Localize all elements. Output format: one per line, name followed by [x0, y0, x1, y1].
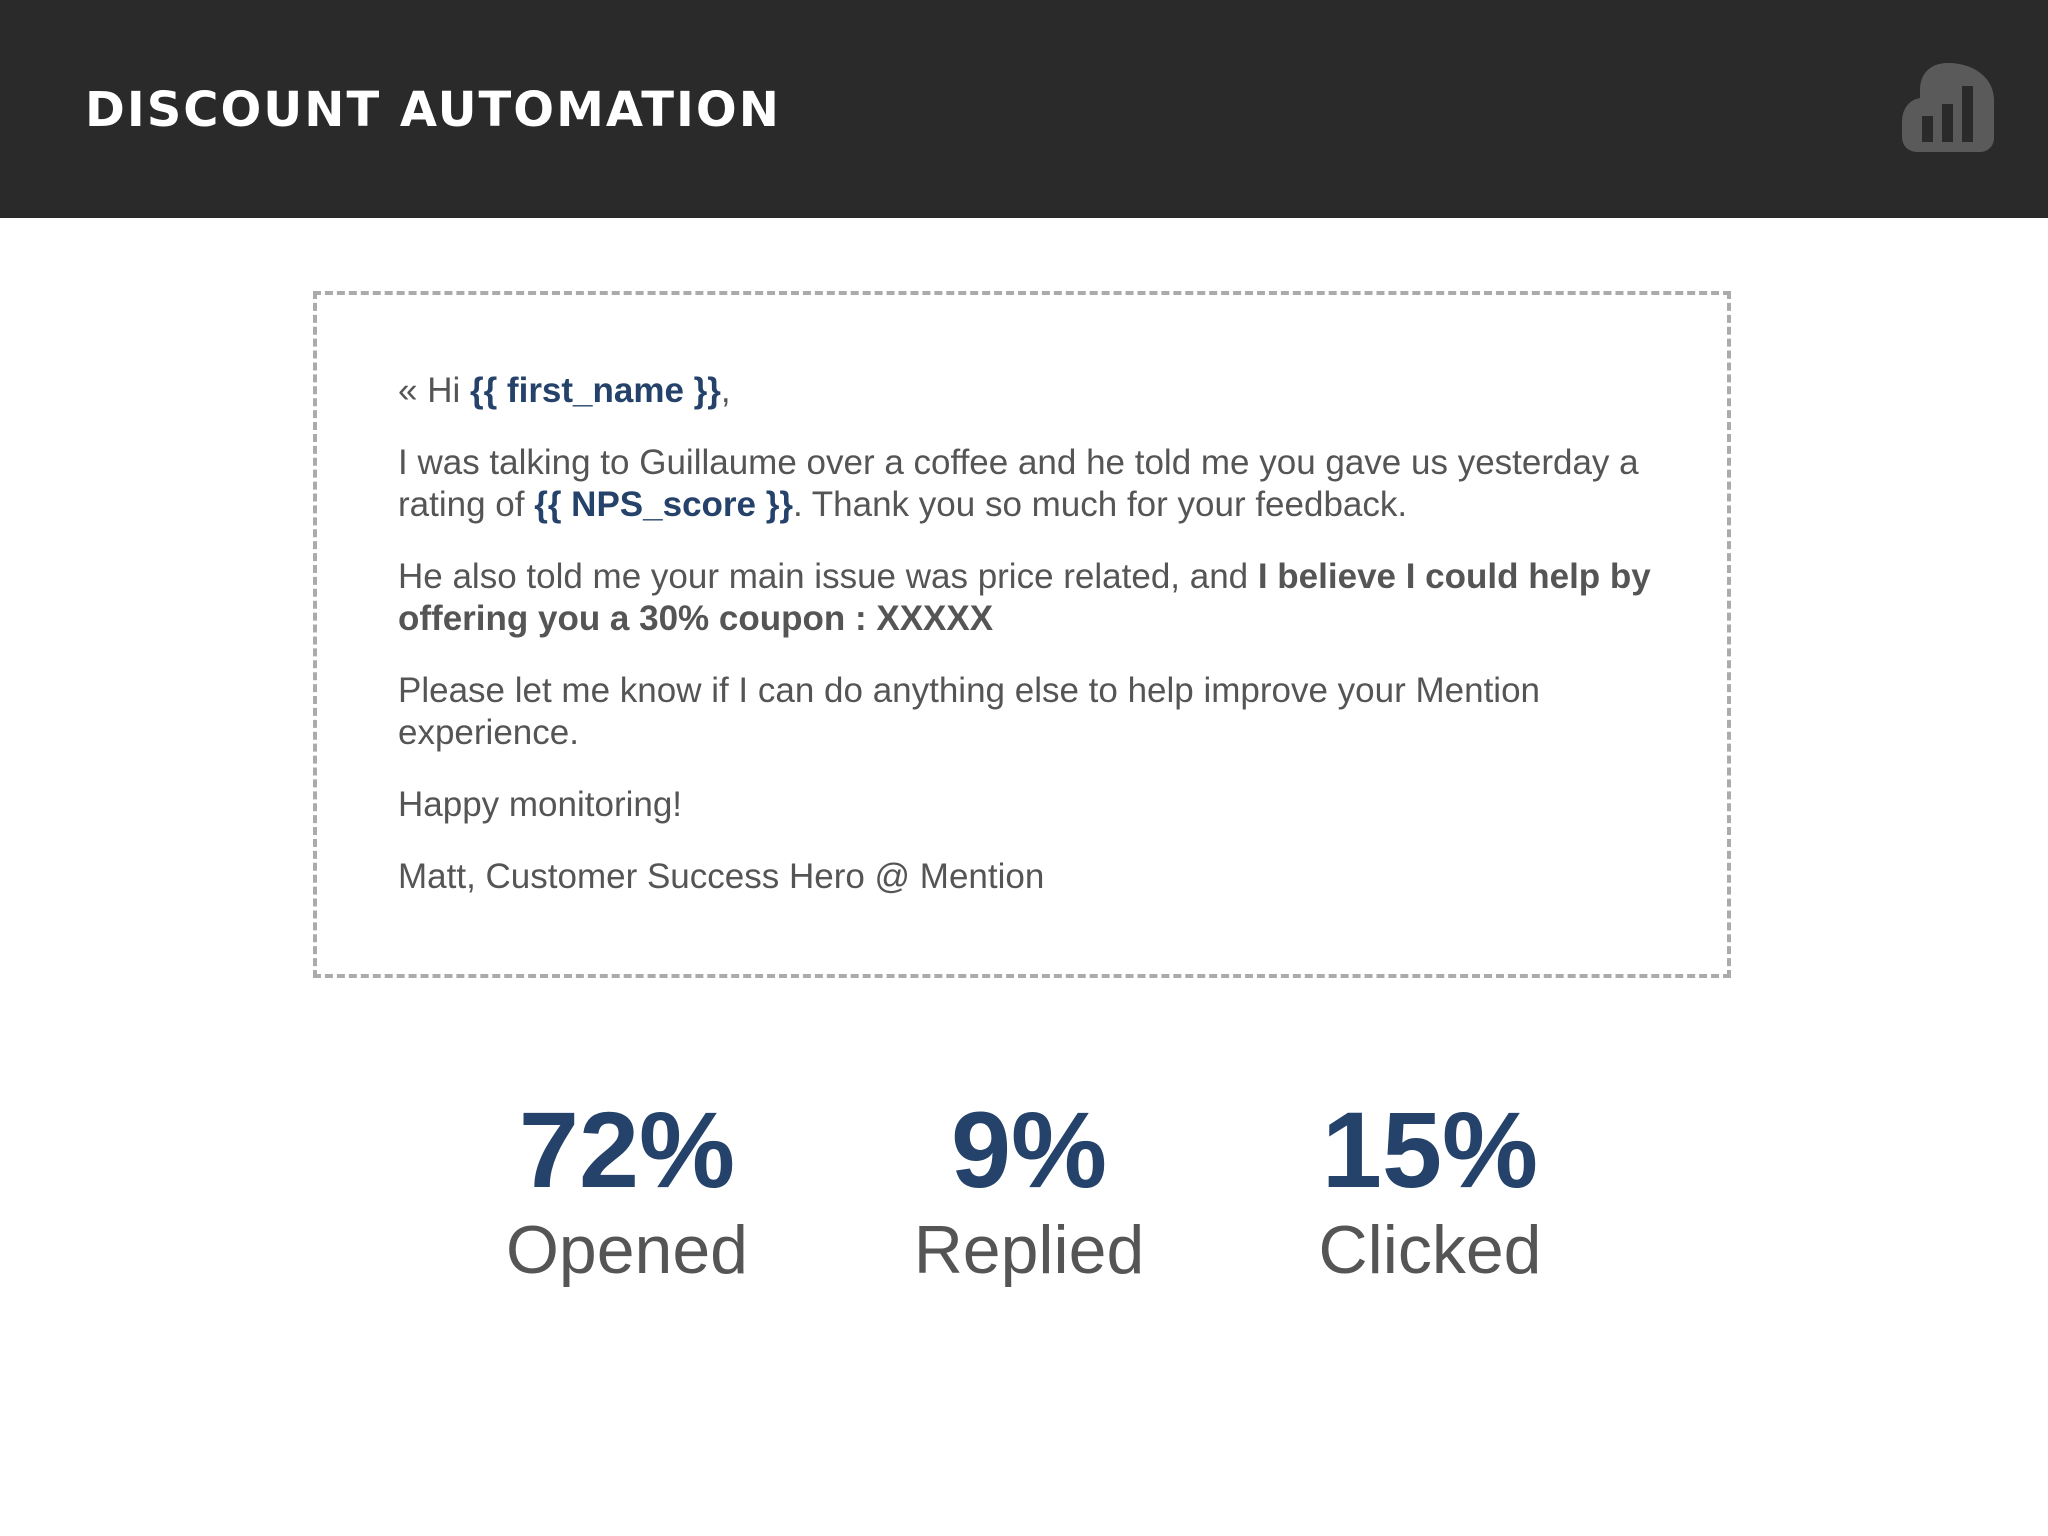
email-paragraph-signoff: Happy monitoring! — [398, 785, 683, 824]
email-paragraph-help: Please let me know if I can do anything … — [398, 671, 1541, 752]
email-paragraph-nps: I was talking to Guillaume over a coffee… — [398, 442, 1658, 526]
stat-label: Clicked — [1318, 1212, 1542, 1288]
stat-value: 9% — [950, 1089, 1108, 1210]
stat-label: Opened — [506, 1212, 748, 1288]
stat-clicked: 15% Clicked — [1250, 1095, 1610, 1290]
stat-replied: 9% Replied — [849, 1095, 1209, 1290]
stat-value: 72% — [518, 1089, 736, 1210]
coupon-offer-text: I believe I could help by offering you a… — [398, 557, 1651, 638]
stat-opened: 72% Opened — [447, 1095, 807, 1290]
email-template-frame — [313, 291, 1731, 978]
stat-value: 15% — [1321, 1089, 1539, 1210]
email-paragraph-coupon: He also told me your main issue was pric… — [398, 556, 1658, 640]
greeting-prefix: « Hi — [398, 371, 470, 410]
page-title: DISCOUNT AUTOMATION — [85, 82, 781, 138]
bar-chart-speech-bubble-icon — [1902, 63, 1994, 152]
stat-label: Replied — [913, 1212, 1145, 1288]
header-bar: DISCOUNT AUTOMATION — [0, 0, 2048, 218]
email-greeting: « Hi {{ first_name }}, — [398, 370, 1658, 412]
paragraph-coupon-text: He also told me your main issue was pric… — [398, 557, 1258, 596]
email-stats: 72% Opened 9% Replied 15% Clicked — [0, 1095, 2048, 1315]
paragraph-nps-text-1: I was talking to Guillaume over a coffee… — [398, 443, 1639, 524]
greeting-suffix: , — [720, 371, 731, 410]
nps-score-variable: {{ NPS_score }} — [534, 485, 793, 524]
first-name-variable: {{ first_name }} — [469, 371, 721, 410]
email-template-body: « Hi {{ first_name }}, I was talking to … — [398, 370, 1658, 928]
paragraph-nps-text-2: . Thank you so much for your feedback. — [792, 485, 1408, 524]
email-signature: Matt, Customer Success Hero @ Mention — [398, 857, 1045, 896]
